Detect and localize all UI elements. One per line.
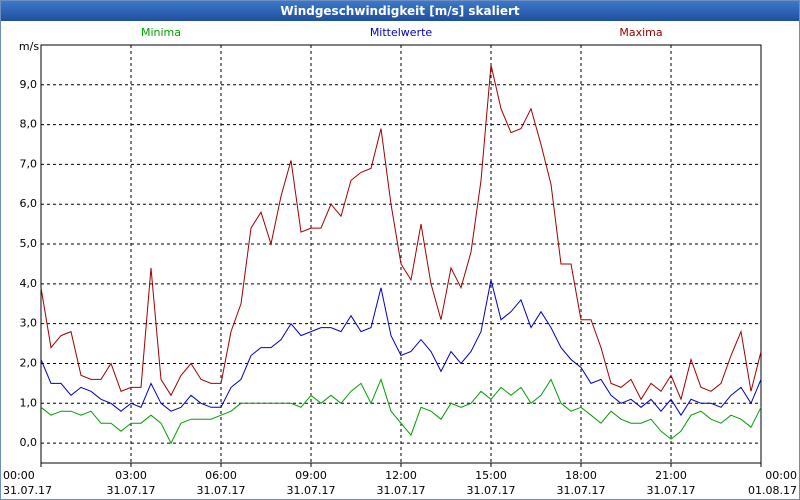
y-tick-label: 2,0: [20, 356, 38, 369]
x-tick-date: 31.07.17: [287, 484, 336, 497]
title-bar: Windgeschwindigkeit [m/s] skaliert: [1, 1, 799, 21]
x-tick-date: 31.07.17: [557, 484, 606, 497]
legend-label: Minima: [141, 26, 181, 39]
y-tick-label: 7,0: [20, 157, 38, 170]
x-tick-date: 31.07.17: [467, 484, 516, 497]
y-tick-label: 1,0: [20, 396, 38, 409]
x-tick-label: 03:00: [115, 469, 147, 482]
x-tick-date: 31.07.17: [197, 484, 246, 497]
x-tick-label: 06:00: [205, 469, 237, 482]
y-tick-label: 9,0: [20, 78, 38, 91]
x-tick-date: 31.07.17: [3, 484, 52, 497]
x-tick-label: 18:00: [565, 469, 597, 482]
legend-label: Maxima: [619, 26, 662, 39]
x-tick-date: 31.07.17: [647, 484, 696, 497]
legend-label: Mittelwerte: [370, 26, 433, 39]
x-tick-date: 01.08.17: [748, 484, 797, 497]
data-line: [40, 377, 762, 445]
x-tick-label: 00:00: [3, 469, 35, 482]
y-tick-label: 3,0: [20, 317, 38, 330]
x-tick-label: 12:00: [385, 469, 417, 482]
y-tick-label: 0,0: [20, 436, 38, 449]
x-tick-date: 31.07.17: [377, 484, 426, 497]
y-tick-label: 6,0: [20, 197, 38, 210]
y-tick-label: 8,0: [20, 118, 38, 131]
y-tick-label: 5,0: [20, 237, 38, 250]
data-line: [40, 64, 762, 401]
y-tick-label: 4,0: [20, 277, 38, 290]
x-tick-label: 21:00: [655, 469, 687, 482]
y-unit: m/s: [19, 40, 39, 53]
x-tick-date: 31.07.17: [107, 484, 156, 497]
x-tick-label: 09:00: [295, 469, 327, 482]
chart: m/s 0,0 1,0 2,0 3,0 4,0 5,0 6,0 7,0 8,0 9,0 00:00 3…: [3, 26, 797, 497]
data-line: [40, 279, 762, 417]
x-tick-label: 00:00: [765, 469, 797, 482]
x-tick-label: 15:00: [475, 469, 507, 482]
